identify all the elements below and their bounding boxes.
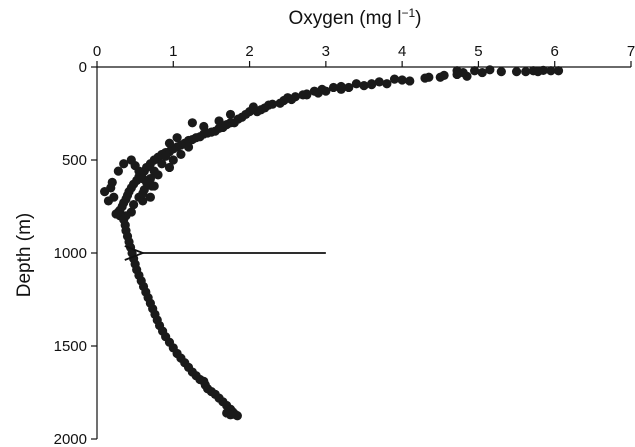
y-axis: 0 500 1000 1500 2000	[54, 59, 98, 447]
data-point	[382, 79, 392, 89]
x-tick-label: 1	[169, 43, 177, 60]
data-point	[100, 187, 110, 197]
data-point	[199, 121, 209, 132]
data-point	[248, 102, 258, 112]
data-point	[328, 82, 339, 93]
data-point	[172, 133, 182, 143]
data-point	[222, 408, 232, 418]
data-point	[145, 192, 155, 202]
data-point	[275, 98, 285, 108]
data-point	[439, 70, 449, 80]
data-point	[141, 177, 152, 187]
data-point	[496, 67, 506, 77]
x-tick-label: 3	[322, 43, 330, 60]
y-tick-label: 0	[79, 59, 87, 76]
x-tick-label: 6	[551, 43, 559, 60]
y-tick-label: 1500	[54, 338, 87, 355]
data-point	[187, 118, 197, 128]
data-point	[129, 200, 139, 210]
data-point	[336, 81, 346, 92]
data-point	[477, 67, 487, 78]
y-tick-label: 2000	[54, 431, 87, 447]
data-point	[111, 209, 121, 219]
y-tick-label: 500	[62, 152, 87, 169]
data-point	[359, 81, 369, 91]
data-point	[485, 65, 495, 75]
data-point	[367, 79, 377, 89]
data-point	[214, 116, 224, 126]
data-point	[103, 196, 114, 206]
data-point	[389, 74, 400, 84]
x-tick-label: 7	[627, 43, 635, 60]
data-point	[374, 77, 384, 87]
data-point	[138, 188, 148, 199]
x-tick-label: 0	[93, 43, 101, 60]
y-tick-label: 1000	[54, 245, 87, 262]
data-point	[113, 166, 123, 176]
x-axis: 0 1 2 3 4 5 6 7	[93, 43, 635, 68]
data-point	[511, 67, 522, 77]
data-point	[161, 151, 171, 161]
data-point	[351, 79, 361, 89]
data-point	[521, 67, 531, 77]
data-point	[176, 149, 186, 160]
data-point	[470, 66, 480, 76]
data-point	[153, 170, 163, 180]
data-point	[232, 411, 242, 421]
data-point	[225, 109, 236, 120]
data-point	[553, 66, 564, 76]
data-point	[164, 162, 175, 173]
data-points	[100, 65, 564, 421]
data-point	[309, 86, 320, 96]
data-point	[164, 138, 175, 148]
data-point	[157, 159, 167, 169]
data-point	[119, 159, 129, 169]
data-point	[183, 142, 194, 152]
data-point	[134, 166, 144, 176]
data-point	[344, 82, 354, 93]
data-point	[397, 75, 407, 85]
data-point	[405, 76, 415, 86]
y-axis-title: Depth (m)	[14, 213, 35, 297]
x-axis-title: Oxygen (mg l−1)	[289, 6, 422, 29]
data-point	[424, 72, 434, 82]
x-tick-label: 5	[474, 43, 482, 60]
data-point	[149, 181, 159, 191]
x-tick-label: 4	[398, 43, 406, 60]
data-point	[168, 155, 178, 165]
data-point	[302, 89, 312, 99]
data-point	[452, 69, 462, 80]
data-point	[283, 93, 293, 103]
data-point	[546, 66, 556, 76]
x-tick-label: 2	[245, 43, 253, 60]
data-point	[528, 66, 538, 76]
